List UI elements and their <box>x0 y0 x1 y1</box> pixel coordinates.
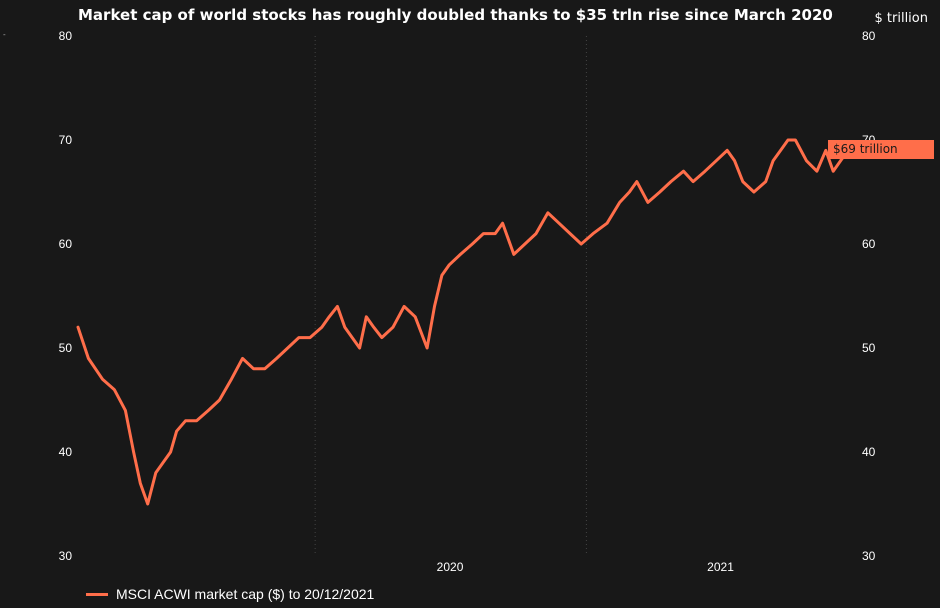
y-tick-left-50: 50 <box>59 341 73 355</box>
y-tick-right-50: 50 <box>862 341 876 355</box>
y-tick-left-80: 80 <box>59 29 73 43</box>
last-value-label: $69 trillion <box>828 140 934 160</box>
legend-swatch <box>86 592 108 596</box>
x-tick-2020: 2020 <box>437 560 464 574</box>
y-tick-right-60: 60 <box>862 237 876 251</box>
y-axis-left: 30 40 50 60 70 80 <box>59 29 73 563</box>
y-tick-left-40: 40 <box>59 445 73 459</box>
y-tick-right-80: 80 <box>862 29 876 43</box>
y-tick-left-60: 60 <box>59 237 73 251</box>
y-tick-right-40: 40 <box>862 445 876 459</box>
legend: MSCI ACWI market cap ($) to 20/12/2021 <box>86 586 374 602</box>
corner-mark: - <box>3 30 6 39</box>
grid-lines <box>314 36 587 556</box>
chart-title: Market cap of world stocks has roughly d… <box>78 6 833 24</box>
y-tick-left-70: 70 <box>59 133 73 147</box>
x-tick-2021: 2021 <box>707 560 734 574</box>
series-line-msci-acwi <box>76 138 850 506</box>
legend-label: MSCI ACWI market cap ($) to 20/12/2021 <box>116 586 375 602</box>
x-axis: 2020 2021 <box>437 560 735 574</box>
y-tick-left-30: 30 <box>59 549 73 563</box>
y-tick-right-30: 30 <box>862 549 876 563</box>
unit-label: $ trillion <box>874 11 929 26</box>
